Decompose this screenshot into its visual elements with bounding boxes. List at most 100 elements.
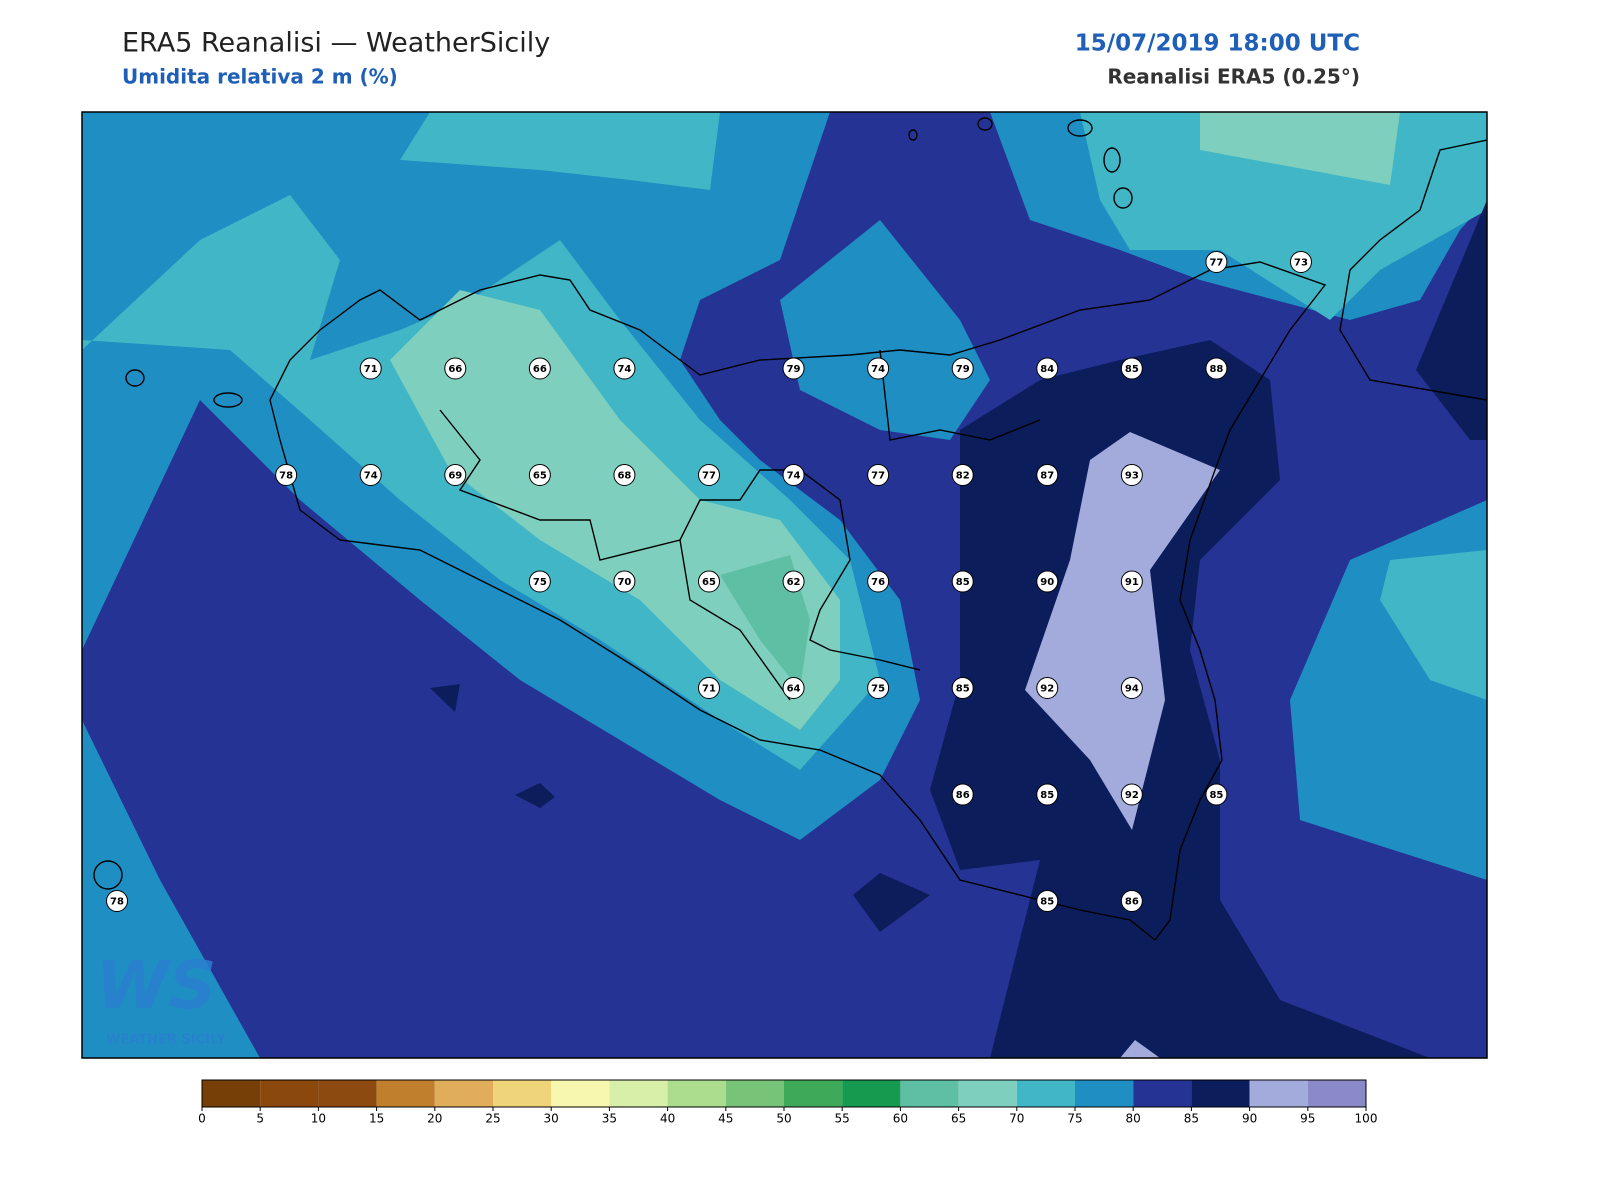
colorbar-tick-label: 25	[485, 1112, 500, 1126]
colorbar-segment	[1307, 1080, 1366, 1107]
station-marker	[951, 464, 974, 486]
station-value: 66	[448, 364, 462, 375]
station-value: 84	[1040, 364, 1054, 375]
band-85-90	[853, 873, 930, 932]
band-75-80	[990, 112, 1487, 880]
colorbar-tick-label: 30	[544, 1112, 559, 1126]
station-marker	[444, 357, 467, 380]
island	[908, 129, 918, 141]
colorbar-segment	[842, 1080, 901, 1107]
station-value: 79	[787, 364, 801, 375]
colorbar-segment	[1191, 1080, 1250, 1107]
station-marker	[106, 890, 128, 912]
station-marker	[782, 570, 805, 593]
station-marker	[275, 464, 298, 486]
station-marker	[613, 570, 636, 593]
colorbar-tick-label: 0	[198, 1112, 206, 1126]
colorbar-segment	[551, 1080, 610, 1107]
station-value: 85	[956, 684, 970, 695]
station-value: 91	[1125, 577, 1139, 588]
colorbar-tick-label: 60	[893, 1112, 908, 1126]
colorbar-tick-label: 50	[776, 1112, 791, 1126]
station-marker	[1036, 357, 1059, 380]
colorbar-segment	[493, 1080, 552, 1107]
band-85-90	[515, 783, 555, 808]
station-marker	[867, 570, 890, 593]
station-value: 74	[871, 364, 885, 375]
island	[1103, 147, 1121, 173]
station-value: 79	[956, 364, 970, 375]
subtitle: Umidita relativa 2 m (%)	[122, 65, 398, 89]
station-value: 90	[1040, 577, 1054, 588]
station-marker	[782, 464, 805, 486]
station-value: 73	[1294, 258, 1308, 269]
calabria-coastline	[1339, 139, 1487, 401]
title: ERA5 Reanalisi — WeatherSicily	[122, 28, 550, 59]
station-value: 93	[1125, 471, 1139, 482]
logo: WS WEATHER SICILY	[96, 947, 226, 1047]
station-marker	[1205, 783, 1228, 806]
station-marker	[951, 783, 974, 806]
station-layer: 77 73 71 66 66 74 79 74 79 84 85 88 78 74 69 65 68 77 74 77…	[106, 251, 1312, 912]
station-marker	[1120, 570, 1143, 593]
colorbar: 0 5 10 15 20 25 30 35 40 45 50 55 60 65 70 75 80 85 90 95 10…	[198, 1079, 1378, 1126]
station-value: 69	[448, 471, 462, 482]
colorbar-segment	[609, 1080, 668, 1107]
station-marker	[528, 464, 551, 486]
colorbar-tick-label: 55	[835, 1112, 850, 1126]
station-marker	[1289, 251, 1312, 273]
station-marker	[867, 464, 890, 486]
source: Reanalisi ERA5 (0.25°)	[1107, 65, 1360, 89]
station-marker	[1036, 464, 1059, 486]
station-value: 64	[787, 684, 801, 695]
station-value: 66	[533, 364, 547, 375]
colorbar-tick-label: 95	[1300, 1112, 1315, 1126]
colorbar-tick-label: 100	[1355, 1112, 1378, 1126]
colorbar-tick-label: 90	[1242, 1112, 1257, 1126]
colorbar-tick-label: 70	[1009, 1112, 1024, 1126]
station-value: 65	[533, 471, 547, 482]
island	[93, 860, 123, 890]
colorbar-segment	[784, 1080, 843, 1107]
colorbar-segment	[1075, 1080, 1134, 1107]
colorbar-tick-label: 10	[311, 1112, 326, 1126]
station-marker	[613, 357, 636, 380]
station-value: 78	[279, 471, 293, 482]
station-marker	[951, 357, 974, 380]
station-value: 94	[1125, 684, 1139, 695]
station-value: 77	[871, 471, 885, 482]
station-marker	[1205, 357, 1228, 380]
band-85-90	[1416, 200, 1487, 440]
colorbar-tick-label: 85	[1184, 1112, 1199, 1126]
colorbar-segment	[376, 1080, 435, 1107]
colorbar-tick-label: 20	[427, 1112, 442, 1126]
colorbar-segment	[900, 1080, 959, 1107]
station-value: 74	[617, 364, 631, 375]
band-65-70	[390, 290, 840, 730]
colorbar-segment	[1016, 1080, 1075, 1107]
station-marker	[1205, 251, 1228, 273]
logo-mark: WS	[96, 947, 216, 1024]
station-value: 65	[702, 577, 716, 588]
station-value: 85	[1040, 897, 1054, 908]
band-90-95	[1025, 432, 1220, 830]
station-value: 85	[1209, 790, 1223, 801]
station-value: 75	[871, 684, 885, 695]
datetime: 15/07/2019 18:00 UTC	[1075, 31, 1360, 57]
band-85-90	[430, 684, 460, 712]
station-value: 62	[787, 577, 801, 588]
colorbar-tick-label: 75	[1067, 1112, 1082, 1126]
station-marker	[359, 357, 382, 380]
contour-field	[82, 112, 1487, 1058]
station-marker	[697, 464, 720, 486]
colorbar-segment	[667, 1080, 726, 1107]
station-value: 68	[617, 471, 631, 482]
station-value: 70	[617, 577, 631, 588]
band-75-80	[82, 720, 260, 1058]
station-marker	[444, 464, 467, 486]
colorbar-segment	[1133, 1080, 1192, 1107]
province-borders	[439, 349, 1041, 701]
station-value: 74	[364, 471, 378, 482]
station-value: 88	[1209, 364, 1223, 375]
